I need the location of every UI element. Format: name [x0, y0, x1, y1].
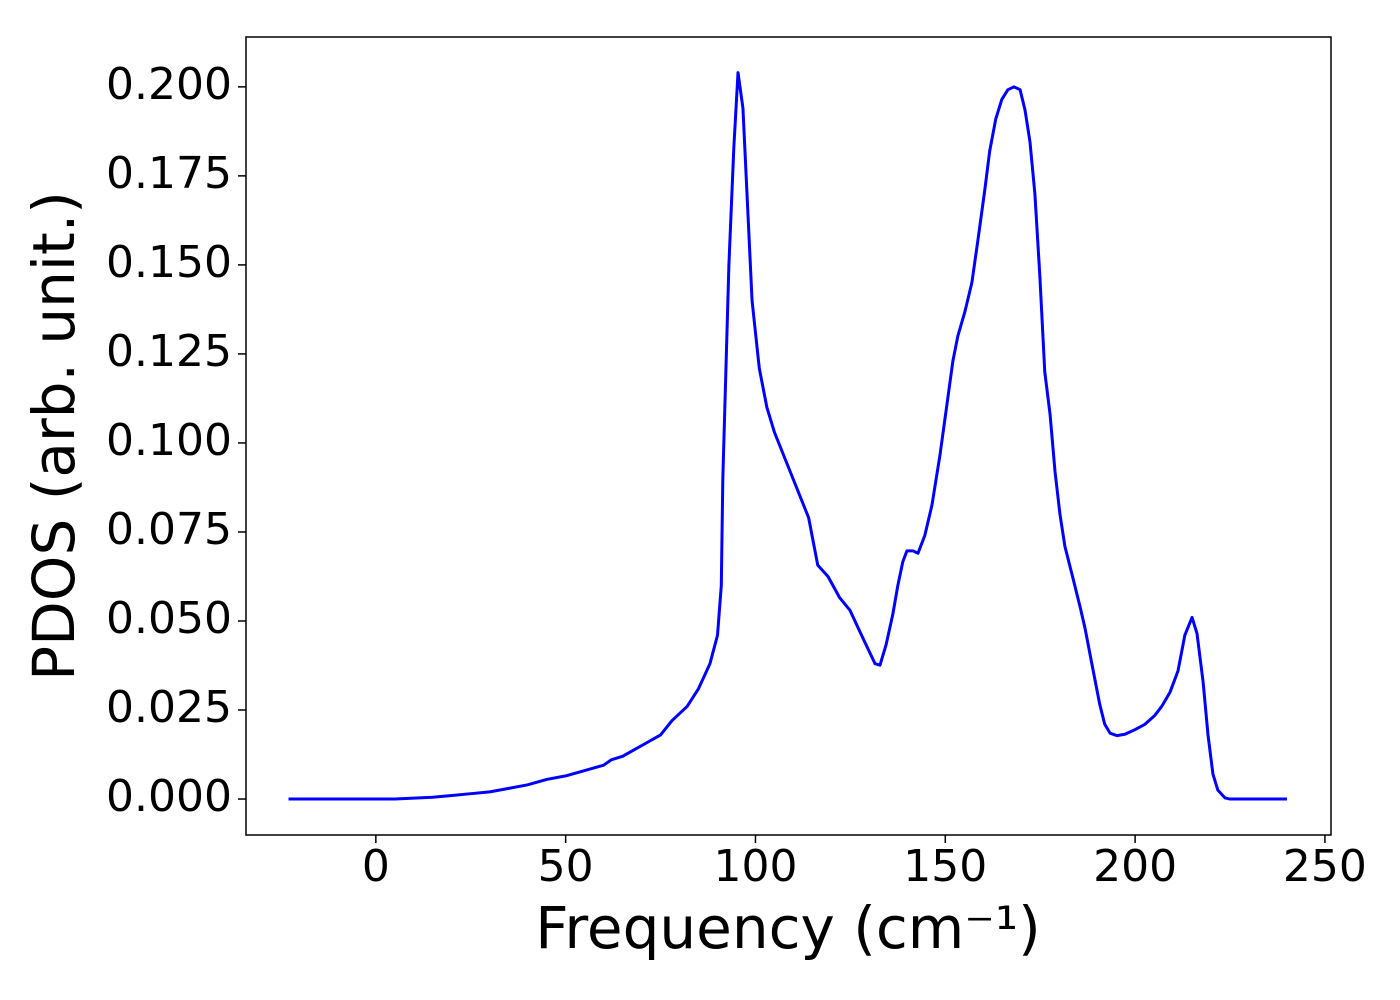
y-tick-label: 0.050 [106, 593, 232, 644]
x-axis-label: Frequency (cm⁻¹) [535, 894, 1041, 962]
x-tick-label: 100 [713, 841, 797, 892]
x-tick-label: 250 [1283, 841, 1367, 892]
y-tick-label: 0.025 [106, 682, 232, 733]
y-tick-label: 0.125 [106, 326, 232, 377]
x-tick-label: 150 [903, 841, 987, 892]
x-tick-label: 0 [362, 841, 390, 892]
y-tick-label: 0.075 [106, 504, 232, 555]
y-tick-label: 0.175 [106, 148, 232, 199]
x-tick-label: 50 [538, 841, 594, 892]
y-tick-label: 0.100 [106, 415, 232, 466]
y-axis-label: PDOS (arb. unit.) [20, 191, 88, 681]
y-tick-label: 0.150 [106, 237, 232, 288]
y-tick-label: 0.200 [106, 59, 232, 110]
y-tick-label: 0.000 [106, 771, 232, 822]
data-line [288, 71, 1287, 801]
plot-frame [245, 36, 1332, 836]
x-tick-label: 200 [1093, 841, 1177, 892]
